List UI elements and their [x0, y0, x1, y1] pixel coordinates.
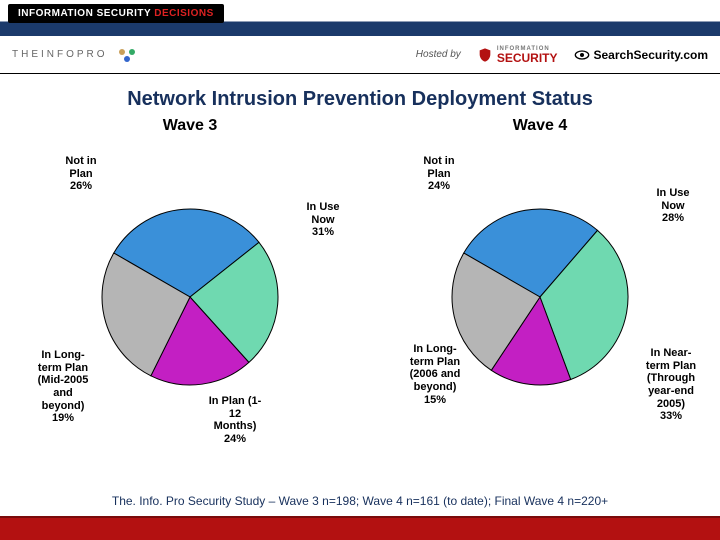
sponsor-right: Hosted by INFORMATION SECURITY SearchSec…	[416, 46, 708, 64]
slice-label: In Plan (1-12Months)24%	[190, 395, 280, 446]
hosted-by-label: Hosted by	[416, 49, 461, 60]
slice-label: In Long-term Plan(2006 andbeyond)15%	[390, 343, 480, 406]
bottom-bar	[0, 516, 720, 540]
chart-wave3-area: In UseNow31%In Plan (1-12Months)24%In Lo…	[20, 137, 360, 457]
sponsor-row: THEINFOPRO Hosted by INFORMATION SECURIT…	[0, 36, 720, 74]
top-banner: INFORMATION SECURITY DECISIONS	[0, 0, 720, 36]
eye-icon	[574, 47, 590, 63]
nav-stripe	[0, 26, 720, 34]
footer-note: The. Info. Pro Security Study – Wave 3 n…	[0, 494, 720, 508]
pie-svg-0	[90, 197, 290, 397]
chart-wave4-title: Wave 4	[370, 117, 710, 135]
slice-label: Not inPlan24%	[394, 155, 484, 193]
brand-security-text: SECURITY	[497, 52, 558, 64]
chart-wave4: Wave 4 In UseNow28%In Near-term Plan(Thr…	[370, 117, 710, 457]
chart-wave4-area: In UseNow28%In Near-term Plan(Throughyea…	[370, 137, 710, 457]
slice-label: In Near-term Plan(Throughyear-end2005)33…	[626, 347, 716, 423]
badge-prefix: INFORMATION SECURITY	[18, 8, 154, 19]
slide-title: Network Intrusion Prevention Deployment …	[0, 88, 720, 111]
charts-wrap: Wave 3 In UseNow31%In Plan (1-12Months)2…	[0, 117, 720, 477]
isd-badge: INFORMATION SECURITY DECISIONS	[8, 4, 224, 23]
chart-wave3: Wave 3 In UseNow31%In Plan (1-12Months)2…	[20, 117, 360, 457]
slice-label: In UseNow28%	[628, 187, 718, 225]
brand-searchsecurity-text: SearchSecurity.com	[594, 48, 709, 62]
brand-security: INFORMATION SECURITY	[477, 46, 558, 64]
chart-wave3-title: Wave 3	[20, 117, 360, 135]
brand-searchsecurity: SearchSecurity.com	[574, 47, 709, 63]
shield-icon	[477, 47, 493, 63]
slice-label: In UseNow31%	[278, 201, 368, 239]
infopro-icon	[116, 46, 138, 64]
slice-label: In Long-term Plan(Mid-2005andbeyond)19%	[18, 349, 108, 425]
infopro-logo-text: THEINFOPRO	[12, 49, 108, 60]
sponsor-left: THEINFOPRO	[12, 46, 138, 64]
slice-label: Not inPlan26%	[36, 155, 126, 193]
badge-highlight: DECISIONS	[154, 8, 214, 19]
